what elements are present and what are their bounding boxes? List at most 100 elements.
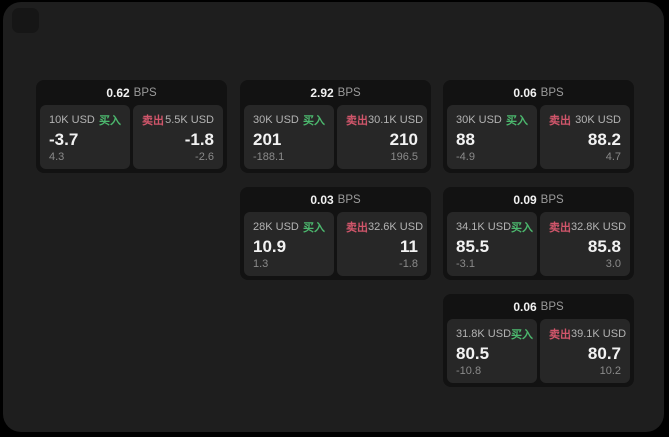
bps-unit-label: BPS: [337, 193, 361, 206]
sell-amount: 32.6K USD: [368, 221, 424, 233]
sell-tile[interactable]: 卖出 39.1K USD 80.7 10.2: [540, 319, 630, 383]
buy-delta: -3.1: [456, 258, 475, 270]
sell-price: -1.8: [184, 130, 214, 149]
sell-amount: 30K USD: [575, 114, 621, 126]
bps-spread-value: 0.06: [513, 299, 537, 314]
buy-tile-header: 31.8K USD 买入: [456, 326, 533, 342]
bps-unit-label: BPS: [540, 193, 564, 206]
bps-unit-label: BPS: [337, 86, 361, 99]
sell-price: 88.2: [587, 130, 621, 149]
buy-tile-header: 28K USD 买入: [253, 219, 325, 235]
sell-tile-header: 卖出 5.5K USD: [142, 112, 214, 128]
buy-tile[interactable]: 30K USD 买入 201 -188.1: [244, 105, 334, 169]
sell-tile[interactable]: 卖出 30.1K USD 210 196.5: [337, 105, 427, 169]
corner-tile: [12, 8, 39, 33]
quote-card: 0.06 BPS 31.8K USD 买入 80.5 -10.8 卖出 39.1…: [443, 294, 634, 387]
buy-delta: -4.9: [456, 151, 475, 163]
card-header: 0.62 BPS: [40, 80, 223, 105]
bps-unit-label: BPS: [540, 86, 564, 99]
sell-delta: -2.6: [195, 151, 214, 163]
card-header: 0.09 BPS: [447, 187, 630, 212]
quote-card: 0.06 BPS 30K USD 买入 88 -4.9 卖出 30K USD 8…: [443, 80, 634, 173]
sell-delta: 3.0: [605, 258, 621, 270]
buy-delta: 4.3: [49, 151, 65, 163]
buy-side-label: 买入: [511, 222, 534, 234]
buy-price: 88: [456, 130, 475, 149]
sell-tile-header: 卖出 30K USD: [549, 112, 621, 128]
buy-tile[interactable]: 30K USD 买入 88 -4.9: [447, 105, 537, 169]
buy-price: -3.7: [49, 130, 79, 149]
sell-delta: 196.5: [390, 151, 418, 163]
card-body: 28K USD 买入 10.9 1.3 卖出 32.6K USD 11 -1.8: [244, 212, 427, 276]
sell-price: 80.7: [587, 344, 621, 363]
buy-tile-header: 30K USD 买入: [253, 112, 325, 128]
buy-tile[interactable]: 31.8K USD 买入 80.5 -10.8: [447, 319, 537, 383]
quote-card: 2.92 BPS 30K USD 买入 201 -188.1 卖出 30.1K …: [240, 80, 431, 173]
sell-amount: 5.5K USD: [165, 114, 214, 126]
sell-price: 210: [389, 130, 418, 149]
card-header: 0.06 BPS: [447, 80, 630, 105]
card-body: 10K USD 买入 -3.7 4.3 卖出 5.5K USD -1.8 -2.…: [40, 105, 223, 169]
sell-amount: 32.8K USD: [571, 221, 627, 233]
sell-price: 85.8: [587, 237, 621, 256]
buy-tile-header: 34.1K USD 买入: [456, 219, 533, 235]
buy-price: 201: [253, 130, 282, 149]
buy-delta: 1.3: [253, 258, 269, 270]
card-body: 31.8K USD 买入 80.5 -10.8 卖出 39.1K USD 80.…: [447, 319, 630, 383]
card-header: 2.92 BPS: [244, 80, 427, 105]
sell-tile[interactable]: 卖出 5.5K USD -1.8 -2.6: [133, 105, 223, 169]
sell-tile[interactable]: 卖出 32.8K USD 85.8 3.0: [540, 212, 630, 276]
buy-tile-header: 30K USD 买入: [456, 112, 528, 128]
sell-delta: 10.2: [599, 365, 621, 377]
sell-side-label: 卖出: [549, 329, 571, 341]
sell-side-label: 卖出: [549, 222, 571, 234]
sell-tile-header: 卖出 32.6K USD: [346, 219, 423, 235]
sell-side-label: 卖出: [346, 222, 368, 234]
buy-tile[interactable]: 34.1K USD 买入 85.5 -3.1: [447, 212, 537, 276]
buy-price: 85.5: [456, 237, 490, 256]
buy-side-label: 买入: [303, 115, 325, 127]
buy-side-label: 买入: [511, 329, 534, 341]
sell-side-label: 卖出: [549, 115, 571, 127]
buy-side-label: 买入: [506, 115, 528, 127]
buy-tile-header: 10K USD 买入: [49, 112, 121, 128]
buy-delta: -10.8: [456, 365, 482, 377]
buy-amount: 30K USD: [253, 114, 299, 126]
sell-delta: 4.7: [605, 151, 621, 163]
bps-spread-value: 0.06: [513, 85, 537, 100]
bps-unit-label: BPS: [540, 300, 564, 313]
card-body: 30K USD 买入 88 -4.9 卖出 30K USD 88.2 4.7: [447, 105, 630, 169]
quote-card: 0.09 BPS 34.1K USD 买入 85.5 -3.1 卖出 32.8K…: [443, 187, 634, 280]
buy-amount: 31.8K USD: [456, 328, 512, 340]
card-body: 30K USD 买入 201 -188.1 卖出 30.1K USD 210 1…: [244, 105, 427, 169]
buy-tile[interactable]: 28K USD 买入 10.9 1.3: [244, 212, 334, 276]
buy-amount: 28K USD: [253, 221, 299, 233]
sell-side-label: 卖出: [346, 115, 368, 127]
buy-side-label: 买入: [303, 222, 325, 234]
sell-tile[interactable]: 卖出 32.6K USD 11 -1.8: [337, 212, 427, 276]
bps-spread-value: 0.09: [513, 192, 537, 207]
bps-spread-value: 0.03: [310, 192, 334, 207]
buy-side-label: 买入: [99, 115, 121, 127]
card-body: 34.1K USD 买入 85.5 -3.1 卖出 32.8K USD 85.8…: [447, 212, 630, 276]
bps-unit-label: BPS: [133, 86, 157, 99]
quote-card: 0.62 BPS 10K USD 买入 -3.7 4.3 卖出 5.5K USD…: [36, 80, 227, 173]
sell-amount: 30.1K USD: [368, 114, 424, 126]
buy-amount: 10K USD: [49, 114, 95, 126]
main-panel: 0.62 BPS 10K USD 买入 -3.7 4.3 卖出 5.5K USD…: [3, 2, 664, 432]
quote-card: 0.03 BPS 28K USD 买入 10.9 1.3 卖出 32.6K US…: [240, 187, 431, 280]
sell-amount: 39.1K USD: [571, 328, 627, 340]
sell-tile-header: 卖出 30.1K USD: [346, 112, 423, 128]
buy-price: 80.5: [456, 344, 490, 363]
sell-tile[interactable]: 卖出 30K USD 88.2 4.7: [540, 105, 630, 169]
sell-side-label: 卖出: [142, 115, 164, 127]
buy-amount: 34.1K USD: [456, 221, 512, 233]
buy-amount: 30K USD: [456, 114, 502, 126]
sell-delta: -1.8: [399, 258, 418, 270]
card-header: 0.06 BPS: [447, 294, 630, 319]
buy-tile[interactable]: 10K USD 买入 -3.7 4.3: [40, 105, 130, 169]
sell-tile-header: 卖出 39.1K USD: [549, 326, 626, 342]
sell-price: 11: [400, 237, 418, 256]
buy-price: 10.9: [253, 237, 287, 256]
bps-spread-value: 2.92: [310, 85, 334, 100]
